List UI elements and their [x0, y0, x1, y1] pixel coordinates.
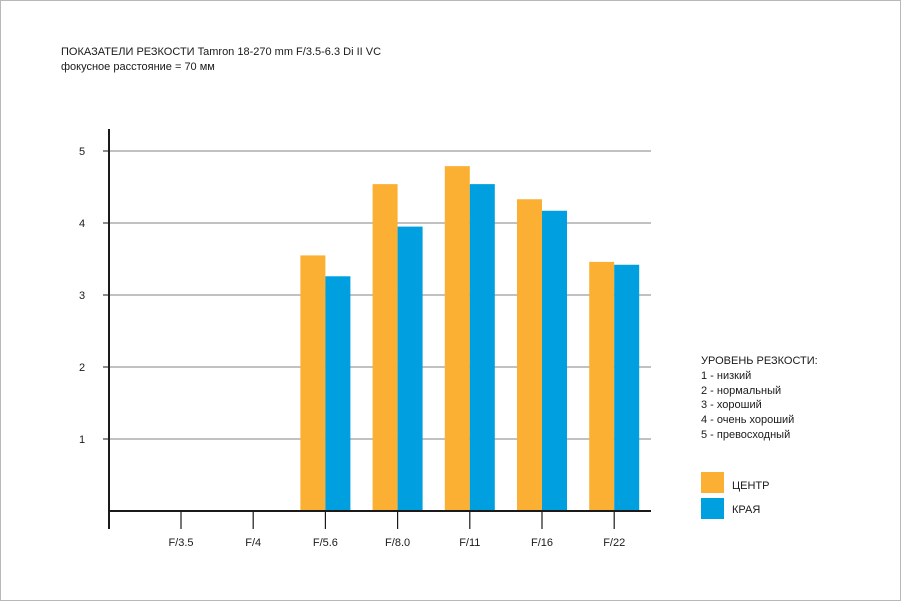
x-tick-label: F/5.6: [313, 537, 338, 549]
bar-center: [444, 166, 470, 511]
y-tick-labels: 1 2 3 4 5: [79, 146, 85, 446]
chart-title: ПОКАЗАТЕЛИ РЕЗКОСТИ Tamron 18-270 mm F/3…: [61, 46, 381, 58]
scale-legend-item: 5 - превосходный: [701, 429, 790, 441]
bar-edges: [469, 184, 495, 511]
scale-legend-item: 4 - очень хороший: [701, 414, 794, 426]
y-tick-label: 2: [79, 362, 85, 374]
scale-legend-item: 3 - хороший: [701, 399, 762, 411]
legend-label-edges: КРАЯ: [732, 504, 760, 516]
x-tick-label: F/3.5: [168, 537, 193, 549]
x-tick-label: F/8.0: [385, 537, 410, 549]
y-tick-label: 3: [79, 290, 85, 302]
scale-legend-heading: УРОВЕНЬ РЕЗКОСТИ:: [701, 355, 818, 367]
sharpness-scale-legend: УРОВЕНЬ РЕЗКОСТИ: 1 - низкий 2 - нормаль…: [701, 355, 818, 441]
bar-center: [589, 261, 615, 511]
legend-label-center: ЦЕНТР: [732, 480, 769, 492]
series-legend: ЦЕНТР КРАЯ: [701, 472, 769, 519]
bars: [300, 166, 640, 512]
bar-center: [300, 255, 326, 511]
bar-edges: [325, 276, 351, 511]
x-tick-labels: F/3.5 F/4 F/5.6 F/8.0 F/11 F/16 F/22: [168, 537, 625, 549]
x-tick-label: F/16: [531, 537, 553, 549]
x-tick-label: F/11: [459, 537, 480, 549]
y-tick-label: 4: [79, 218, 85, 230]
bar-edges: [614, 264, 640, 511]
y-tick-label: 1: [79, 434, 85, 446]
y-tick-label: 5: [79, 146, 85, 158]
chart-subtitle: фокусное расстояние = 70 мм: [61, 61, 215, 73]
x-tick-label: F/4: [245, 537, 261, 549]
scale-legend-item: 2 - нормальный: [701, 385, 781, 397]
bar-center: [517, 199, 542, 512]
legend-swatch-edges: [701, 498, 724, 519]
bar-center: [372, 184, 398, 511]
x-tick-label: F/22: [603, 537, 625, 549]
scale-legend-item: 1 - низкий: [701, 370, 751, 382]
legend-swatch-center: [701, 472, 724, 493]
bar-edges: [397, 226, 423, 511]
bar-edges: [542, 210, 567, 511]
axes: [103, 129, 651, 529]
